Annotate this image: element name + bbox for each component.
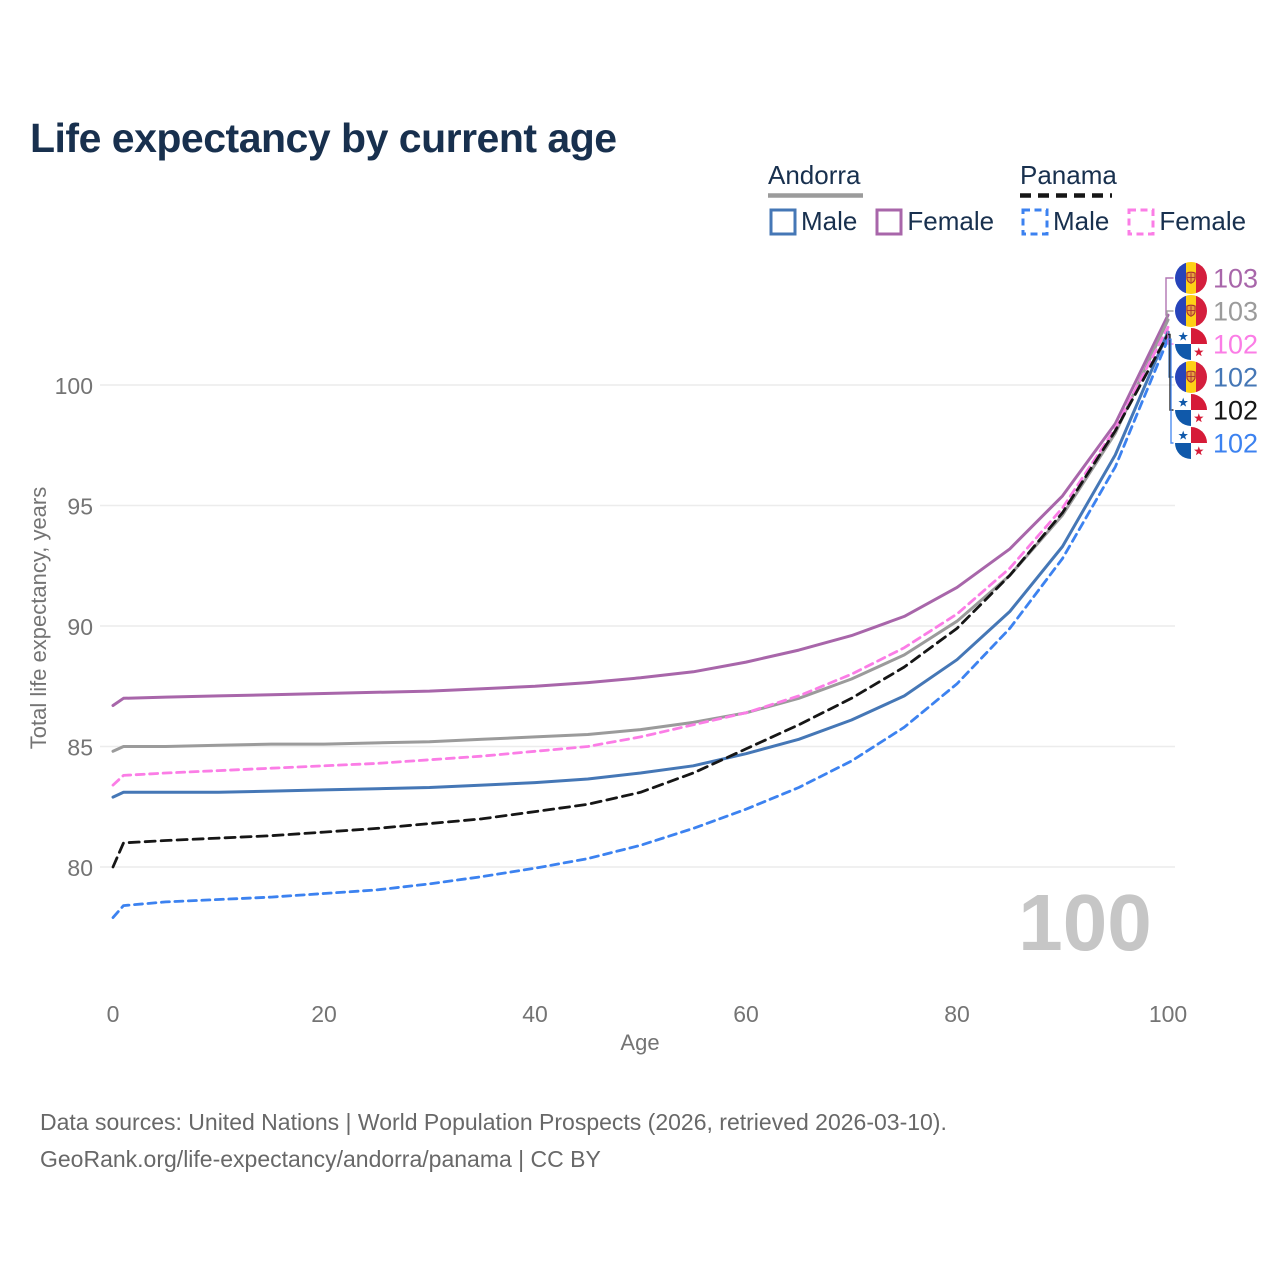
x-axis-title: Age <box>620 1030 659 1055</box>
y-tick-label-95: 95 <box>67 494 93 520</box>
connector-andorra-female <box>1165 277 1174 316</box>
end-value-panama-female: 102 <box>1213 330 1258 360</box>
x-tick-label-0: 0 <box>107 1001 120 1027</box>
legend-item-andorra-female[interactable]: Female <box>874 206 994 237</box>
age-counter-watermark: 100 <box>1018 878 1151 967</box>
legend-item-label: Male <box>1053 206 1110 236</box>
y-tick-label-85: 85 <box>67 735 93 761</box>
connector-panama-total <box>1168 333 1174 411</box>
andorra-flag-icon <box>1175 295 1207 327</box>
end-value-andorra-female: 103 <box>1213 264 1258 294</box>
data-sources-line: Data sources: United Nations | World Pop… <box>40 1109 947 1135</box>
andorra-flag-icon <box>1175 361 1207 393</box>
x-tick-label-20: 20 <box>311 1001 337 1027</box>
legend-item-label: Female <box>1159 206 1247 236</box>
y-axis-title: Total life expectancy, years <box>26 487 51 750</box>
legend-group-panama: Panama Male Female <box>1020 160 1246 237</box>
legend-title-andorra[interactable]: Andorra <box>768 160 861 190</box>
x-tick-label-40: 40 <box>522 1001 548 1027</box>
end-label-connectors <box>1165 277 1174 444</box>
gridlines <box>100 384 1175 868</box>
series-line-andorra-female <box>111 313 1170 707</box>
panama-male-swatch-icon <box>1021 208 1049 235</box>
legend-item-panama-female[interactable]: Female <box>1126 206 1246 237</box>
series-line-panama-total <box>111 332 1170 869</box>
panama-flag-icon <box>1175 328 1207 360</box>
panama-female-swatch-icon <box>1127 208 1155 235</box>
end-value-andorra-male: 102 <box>1213 363 1258 393</box>
panama-flag-icon <box>1175 427 1207 459</box>
source-attribution: Data sources: United Nations | World Pop… <box>40 1104 947 1178</box>
x-tick-label-60: 60 <box>733 1001 759 1027</box>
series-line-andorra-male <box>111 330 1170 799</box>
connector-panama-male <box>1168 338 1174 444</box>
age-counter-text: 100 <box>1018 878 1151 967</box>
legend-item-label: Female <box>907 206 995 236</box>
series-line-andorra-total <box>111 318 1170 753</box>
panama-flag-icon <box>1175 394 1207 426</box>
y-tick-label-90: 90 <box>67 614 93 640</box>
page-title: Life expectancy by current age <box>30 115 617 162</box>
x-tick-label-100: 100 <box>1149 1001 1187 1027</box>
legend-title-panama[interactable]: Panama <box>1020 160 1117 190</box>
andorra-female-swatch-icon <box>875 208 903 235</box>
series-line-panama-female <box>111 325 1170 787</box>
y-tick-label-100: 100 <box>55 373 93 399</box>
andorra-solid-underline <box>768 193 863 198</box>
andorra-male-swatch-icon <box>769 208 797 235</box>
legend-item-panama-male[interactable]: Male <box>1020 206 1109 237</box>
end-value-panama-male: 102 <box>1213 429 1258 459</box>
series-lines <box>111 313 1170 919</box>
andorra-flag-icon <box>1175 262 1207 294</box>
axes: 80 85 90 95 100 0 20 40 60 80 100 Age Total life exp… <box>26 373 1187 1055</box>
panama-dashed-underline <box>1020 193 1112 198</box>
url-license-line: GeoRank.org/life-expectancy/andorra/pana… <box>40 1146 601 1172</box>
end-value-andorra-total: 103 <box>1213 297 1258 327</box>
y-tick-label-80: 80 <box>67 855 93 881</box>
connector-andorra-total <box>1166 310 1174 321</box>
legend-item-andorra-male[interactable]: Male <box>768 206 857 237</box>
x-tick-label-80: 80 <box>944 1001 970 1027</box>
series-line-panama-male <box>111 337 1170 919</box>
legend-group-andorra: Andorra Male Female <box>768 160 994 237</box>
legend-item-label: Male <box>801 206 858 236</box>
end-value-panama-total: 102 <box>1213 396 1258 426</box>
